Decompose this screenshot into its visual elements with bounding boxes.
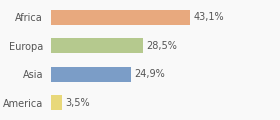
Text: 43,1%: 43,1% xyxy=(193,12,224,22)
Bar xyxy=(51,67,131,82)
Text: 24,9%: 24,9% xyxy=(134,69,165,79)
Bar xyxy=(51,10,190,24)
Bar xyxy=(51,96,62,110)
Text: 3,5%: 3,5% xyxy=(65,98,90,108)
Text: 28,5%: 28,5% xyxy=(146,41,177,51)
Bar xyxy=(51,38,143,53)
